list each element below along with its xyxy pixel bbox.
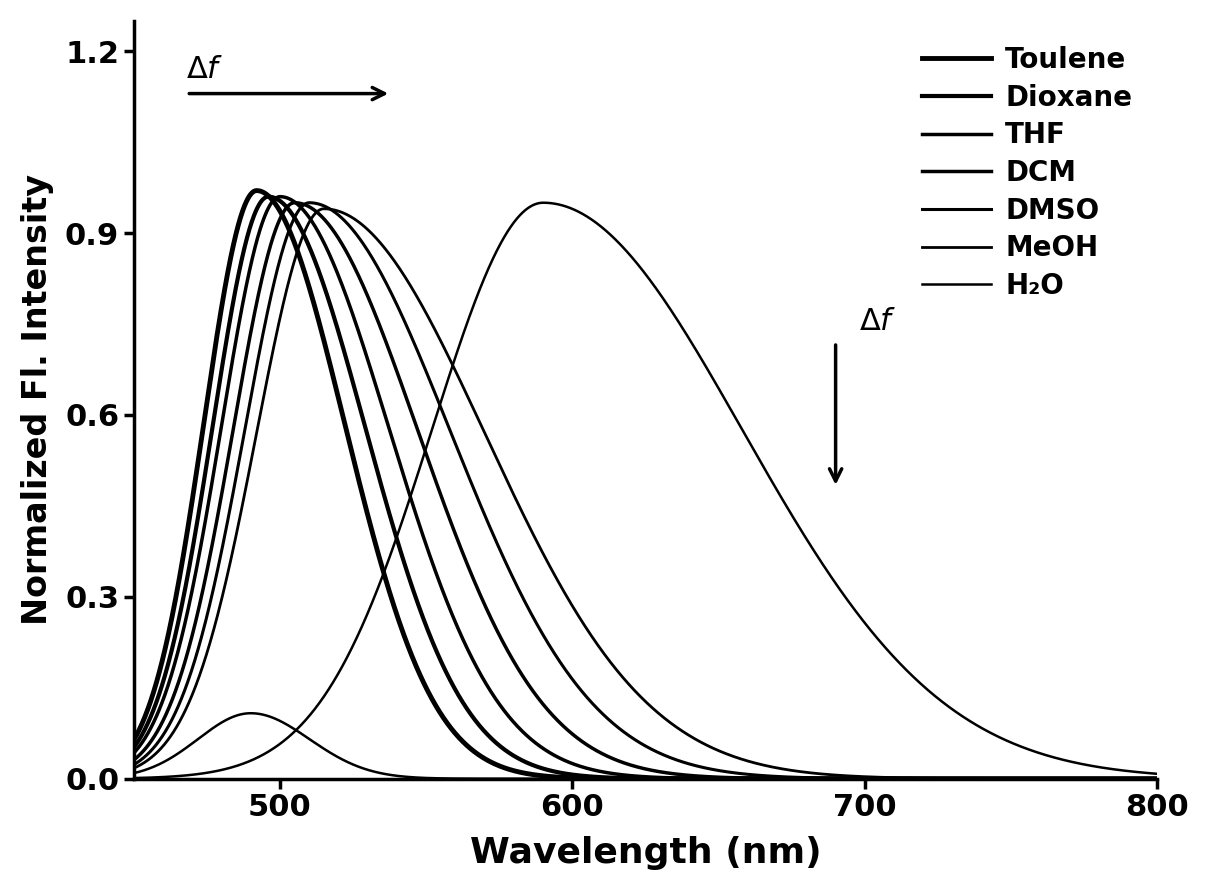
Legend: Toulene, Dioxane, THF, DCM, DMSO, MeOH, H₂O: Toulene, Dioxane, THF, DCM, DMSO, MeOH, … <box>911 35 1143 311</box>
Y-axis label: Normalized Fl. Intensity: Normalized Fl. Intensity <box>21 175 53 625</box>
Text: $\Delta f$: $\Delta f$ <box>859 306 897 337</box>
Text: $\Delta f$: $\Delta f$ <box>186 54 224 86</box>
X-axis label: Wavelength (nm): Wavelength (nm) <box>469 836 822 871</box>
